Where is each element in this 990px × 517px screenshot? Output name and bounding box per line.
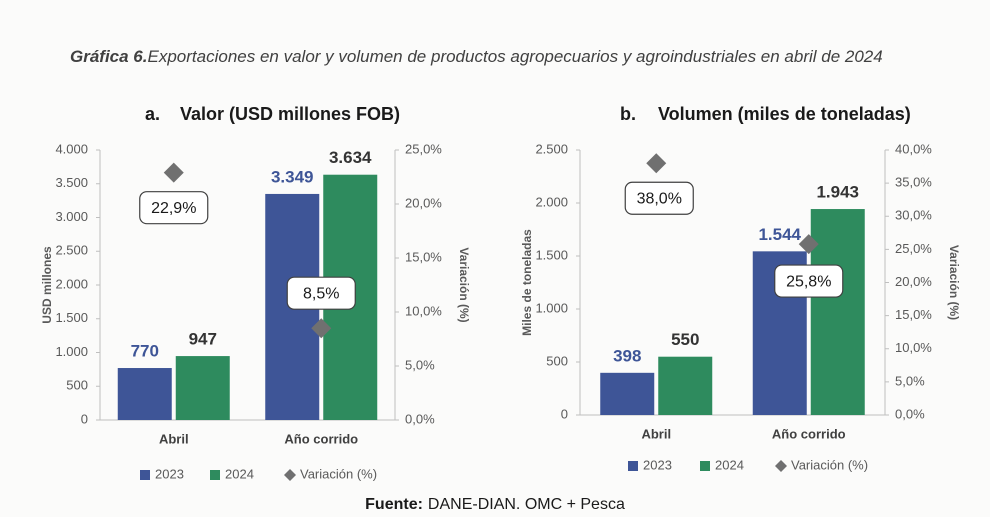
y2-axis-label: Variación (%) [947,245,961,320]
data-label: 550 [671,330,699,349]
bar [117,368,172,420]
data-label-box [774,264,844,298]
x-tick-label: Año corrido [772,426,846,441]
y2-tick-label: 5,0% [405,357,435,372]
data-label: 3.349 [271,167,314,186]
legend-swatch [140,470,150,480]
bar [175,356,230,420]
y2-tick-label: 40,0% [895,141,932,156]
y-tick-label: 1.500 [55,310,88,325]
y-tick-label: 4.000 [55,141,88,156]
figure-label: Gráfica 6. [70,47,148,66]
y-axis-label: Miles de toneladas [520,229,534,336]
y2-tick-label: 20,0% [405,195,442,210]
legend-swatch [700,461,710,471]
legend-label: 2024 [715,457,744,472]
data-label-box [286,276,356,310]
x-tick-label: Abril [641,426,671,441]
y-tick-label: 2.500 [55,243,88,258]
x-tick-label: Año corrido [284,431,358,446]
legend-label: 2023 [643,457,672,472]
figure-title: Gráfica 6.Exportaciones en valor y volum… [70,47,883,66]
variation-marker [163,162,184,183]
y-tick-label: 2.500 [535,141,568,156]
y-tick-label: 2.000 [55,276,88,291]
data-label: 1.943 [816,183,859,202]
y2-tick-label: 10,0% [405,303,442,318]
data-label: 398 [613,346,641,365]
data-label: 25,8% [786,273,831,290]
legend-swatch [210,470,220,480]
y2-tick-label: 15,0% [405,249,442,264]
x-tick-label: Abril [159,431,189,446]
data-label: 8,5% [303,285,339,302]
legend-swatch [628,461,638,471]
panel-title: Volumen (miles de toneladas) [658,104,911,124]
variation-marker [311,318,332,339]
panel-label: a. [145,104,160,124]
variation-marker [798,234,819,255]
y-tick-label: 0 [561,406,568,421]
legend-marker [284,469,296,481]
data-label: 1.544 [758,225,801,244]
y-tick-label: 1.500 [535,247,568,262]
y2-tick-label: 25,0% [405,141,442,156]
y2-tick-label: 15,0% [895,307,932,322]
legend-label: 2023 [155,466,184,481]
y2-axis-label: Variación (%) [457,247,471,322]
y2-tick-label: 35,0% [895,175,932,190]
legend-label: Variación (%) [791,457,868,472]
y2-tick-label: 10,0% [895,340,932,355]
y2-tick-label: 5,0% [895,373,925,388]
bar [810,209,865,415]
y-tick-label: 500 [66,378,88,393]
source: Fuente: DANE-DIAN. OMC + Pesca [365,496,625,513]
source-label: Fuente: [365,496,423,513]
y2-tick-label: 20,0% [895,274,932,289]
y-axis-label: USD millones [40,246,54,324]
y2-tick-label: 30,0% [895,208,932,223]
variation-marker [646,153,667,174]
figure-title-text: Exportaciones en valor y volumen de prod… [148,47,883,66]
data-label: 947 [189,330,217,349]
y-tick-label: 0 [81,411,88,426]
legend-marker [775,460,787,472]
y-tick-label: 3.000 [55,209,88,224]
legend-label: 2024 [225,466,254,481]
data-label-box [139,191,209,225]
y2-tick-label: 0,0% [405,411,435,426]
panel-title: Valor (USD millones FOB) [180,104,400,124]
y-tick-label: 2.000 [535,194,568,209]
legend-label: Variación (%) [300,466,377,481]
y2-tick-label: 25,0% [895,241,932,256]
y-tick-label: 500 [546,353,568,368]
panel-label: b. [620,104,636,124]
data-label-box [624,181,694,215]
source-text: DANE-DIAN. OMC + Pesca [428,496,625,513]
y-tick-label: 1.000 [55,344,88,359]
y-tick-label: 3.500 [55,175,88,190]
data-label: 38,0% [637,190,682,207]
data-label: 770 [131,342,159,361]
y2-tick-label: 0,0% [895,406,925,421]
data-label: 22,9% [151,200,196,217]
data-label: 3.634 [329,148,372,167]
bar [658,356,713,415]
y-tick-label: 1.000 [535,300,568,315]
bar [600,372,655,415]
